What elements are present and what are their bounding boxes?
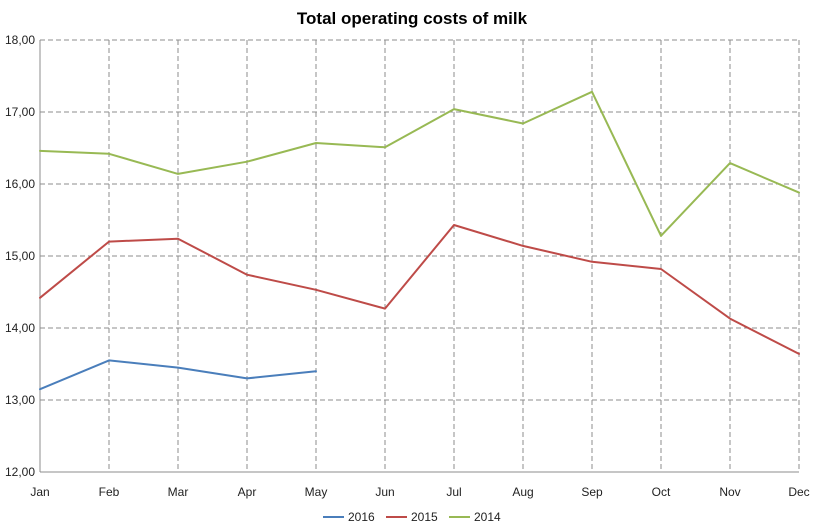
x-tick-label: Feb (99, 485, 120, 499)
series-line-2014 (39, 90, 800, 237)
legend-label-2016: 2016 (348, 510, 375, 524)
x-tick-label: Mar (168, 485, 189, 499)
x-tick-label: Jul (446, 485, 461, 499)
y-tick-label: 14,00 (5, 321, 35, 335)
x-tick-label: Nov (719, 485, 740, 499)
grid (40, 39, 800, 472)
y-tick-label: 16,00 (5, 177, 35, 191)
y-tick-label: 12,00 (5, 465, 35, 479)
x-tick-label: Apr (238, 485, 257, 499)
x-axis-tick-labels: Jan Feb Mar Apr May Jun Jul Aug Sep Oct Nov Dec (30, 485, 809, 499)
legend: 2016 2015 2014 (323, 510, 501, 524)
legend-label-2015: 2015 (411, 510, 438, 524)
series-line-2016 (39, 359, 317, 391)
x-tick-label: Aug (512, 485, 533, 499)
x-tick-label: May (305, 485, 328, 499)
y-axis-tick-labels: 12,00 13,00 14,00 15,00 16,00 17,00 18,00 (5, 33, 35, 479)
chart-title: Total operating costs of milk (297, 9, 528, 28)
y-tick-label: 17,00 (5, 105, 35, 119)
x-tick-label: Dec (788, 485, 809, 499)
legend-label-2014: 2014 (474, 510, 501, 524)
y-tick-label: 15,00 (5, 249, 35, 263)
series-line-2015 (39, 224, 800, 355)
x-tick-label: Jan (30, 485, 49, 499)
y-tick-label: 13,00 (5, 393, 35, 407)
series-lines (39, 90, 800, 391)
x-tick-label: Jun (375, 485, 394, 499)
axes (39, 40, 799, 473)
x-tick-label: Oct (652, 485, 671, 499)
y-tick-label: 18,00 (5, 33, 35, 47)
x-tick-label: Sep (581, 485, 603, 499)
